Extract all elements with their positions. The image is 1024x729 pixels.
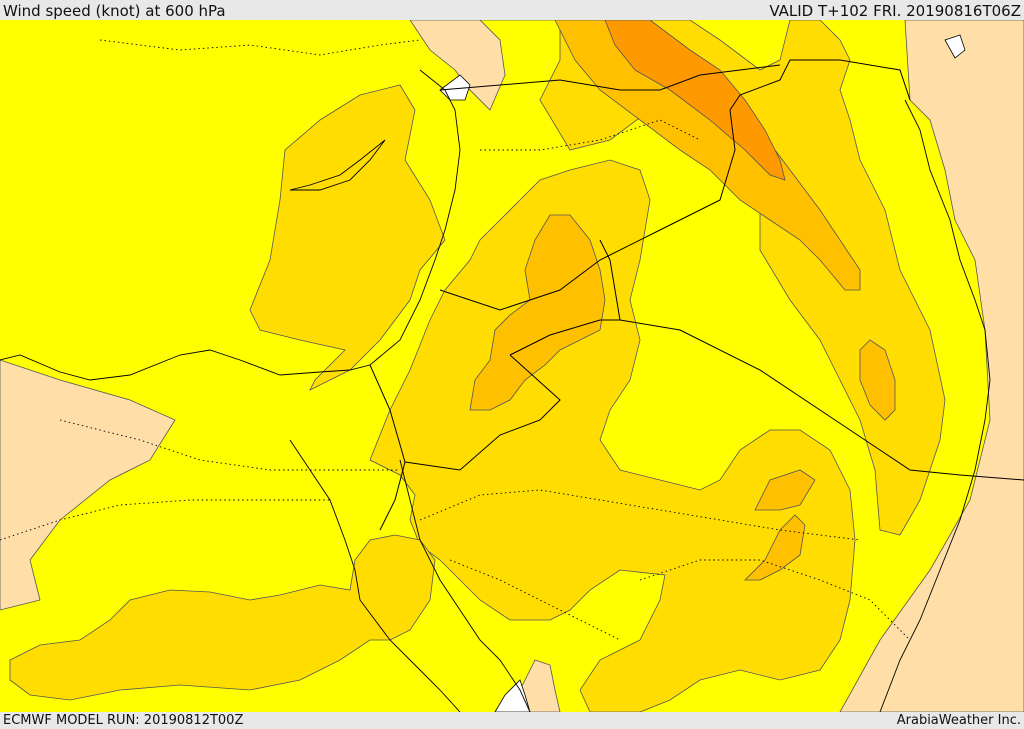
border-iraq-saudi (619, 319, 1024, 481)
border-syria-iraq (439, 59, 911, 311)
dotted-border-4 (99, 39, 421, 56)
wind-level-2-area-central (369, 159, 856, 712)
wind-low-area-north (409, 20, 506, 111)
coastline-gulf (879, 99, 991, 712)
wind-level-4-area (604, 20, 786, 181)
valid-time: VALID T+102 FRI. 20190816T06Z (769, 2, 1021, 20)
coastline-cyprus (289, 139, 386, 191)
border-turkey (439, 64, 781, 91)
wind-level-2-area-levant (249, 84, 446, 391)
border-jordan (404, 354, 561, 471)
dotted-border-5 (480, 119, 701, 151)
wind-level-3-area-south2 (754, 469, 816, 511)
border-iraq-saudi-w (509, 239, 621, 356)
dotted-border-3 (419, 489, 861, 541)
footer-bar: ECMWF MODEL RUN: 20190812T00Z ArabiaWeat… (0, 712, 1024, 729)
white-area-sea (439, 74, 471, 101)
weather-map[interactable] (0, 20, 1024, 712)
header-bar: Wind speed (knot) at 600 hPa VALID T+102… (0, 0, 1024, 20)
dotted-border-7 (449, 559, 621, 641)
coastline-mediterranean (0, 69, 461, 381)
white-area-north (944, 34, 966, 59)
coastline-red-sea-east (399, 459, 531, 712)
wind-level-3-area-gulf (859, 339, 896, 421)
wind-low-area-libya (0, 359, 176, 611)
white-area-sea2 (494, 679, 531, 712)
dotted-border-1 (59, 419, 400, 471)
wind-low-area-east (839, 20, 1024, 712)
map-canvas (0, 20, 1024, 712)
model-run-label: ECMWF MODEL RUN: 20190812T00Z (3, 713, 244, 728)
border-egypt (369, 364, 406, 531)
credit-label: ArabiaWeather Inc. (896, 713, 1021, 728)
map-title: Wind speed (knot) at 600 hPa (3, 2, 226, 20)
coastline-red-sea (289, 439, 461, 712)
